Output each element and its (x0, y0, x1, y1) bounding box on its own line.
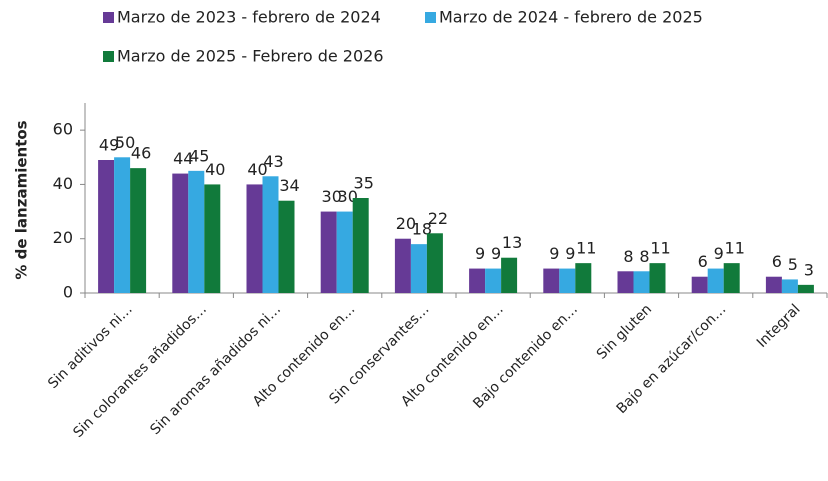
value-label: 9 (549, 244, 559, 263)
bar (262, 176, 279, 293)
value-label: 22 (428, 209, 448, 228)
value-label: 46 (131, 144, 151, 163)
bar (797, 284, 814, 293)
value-label: 3 (804, 260, 814, 279)
legend-swatch (103, 51, 114, 62)
value-label: 5 (788, 255, 798, 274)
value-label: 6 (772, 252, 782, 271)
value-label: 20 (396, 214, 416, 233)
bar (426, 233, 443, 293)
value-label: 8 (623, 247, 633, 266)
bar (114, 157, 131, 293)
bar (501, 257, 518, 293)
value-label: 9 (475, 244, 485, 263)
bar (172, 173, 189, 293)
value-label: 45 (189, 146, 209, 165)
x-tick-label: Sin gluten (594, 301, 655, 362)
bar (575, 263, 592, 293)
bar (98, 160, 115, 293)
bar (336, 211, 353, 293)
value-label: 6 (698, 252, 708, 271)
legend-label: Marzo de 2025 - Febrero de 2026 (117, 47, 384, 66)
value-label: 49 (99, 136, 119, 155)
y-tick-label: 40 (53, 174, 73, 193)
bar (485, 268, 502, 293)
x-tick-label: Integral (754, 301, 804, 351)
value-label: 8 (639, 247, 649, 266)
value-label: 40 (205, 160, 225, 179)
bar (707, 268, 724, 293)
value-label: 34 (279, 176, 299, 195)
bar (394, 238, 411, 293)
legend-label: Marzo de 2023 - febrero de 2024 (117, 8, 381, 27)
bar (469, 268, 486, 293)
y-tick-label: 20 (53, 228, 73, 247)
bar (781, 279, 798, 293)
value-label: 9 (714, 244, 724, 263)
value-label: 9 (491, 244, 501, 263)
x-tick-label: Sin aromas añadidos ni… (147, 301, 284, 438)
y-axis-title: % de lanzamientos (13, 120, 31, 279)
value-label: 40 (247, 160, 267, 179)
value-label: 11 (650, 239, 670, 258)
value-label: 35 (354, 174, 374, 193)
value-label: 50 (115, 133, 135, 152)
legend-swatch (103, 12, 114, 23)
value-label: 13 (502, 233, 522, 252)
value-label: 30 (322, 187, 342, 206)
bar (352, 198, 369, 293)
bar (559, 268, 576, 293)
bar (617, 271, 634, 293)
y-tick-label: 60 (53, 120, 73, 139)
x-tick-label: Sin colorantes añadidos… (70, 301, 210, 441)
value-label: 43 (263, 152, 283, 171)
bar (188, 170, 205, 293)
bar (723, 263, 740, 293)
value-label: 44 (173, 149, 193, 168)
value-label: 11 (725, 239, 745, 258)
bar (649, 263, 666, 293)
legend-swatch (425, 12, 436, 23)
value-label: 11 (576, 239, 596, 258)
bar (204, 184, 221, 293)
legend-label: Marzo de 2024 - febrero de 2025 (439, 8, 703, 27)
bar (278, 200, 295, 293)
bar (543, 268, 560, 293)
bar (320, 211, 337, 293)
bar (765, 276, 782, 293)
bar (691, 276, 708, 293)
y-tick-label: 0 (63, 283, 73, 302)
value-label: 9 (565, 244, 575, 263)
bar (130, 168, 147, 293)
bar (633, 271, 650, 293)
bar (410, 244, 427, 293)
bar (246, 184, 263, 293)
